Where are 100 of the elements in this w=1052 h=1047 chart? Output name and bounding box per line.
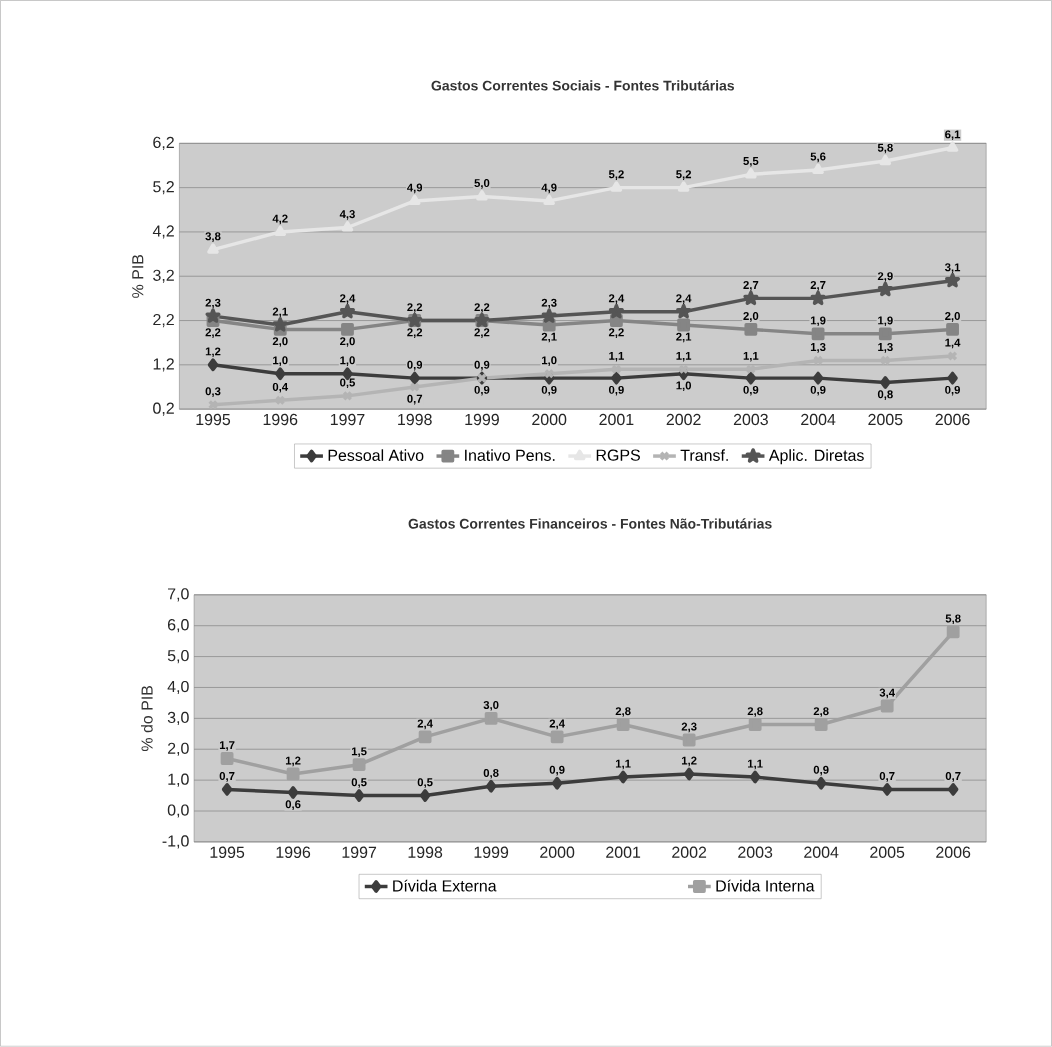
data-label: 2,1	[541, 332, 557, 343]
y-tick-label: 4,2	[152, 225, 174, 239]
data-label: 0,9	[474, 360, 490, 371]
y-tick-label: 3,0	[167, 711, 189, 726]
data-label: 2,3	[541, 298, 557, 309]
data-label: 0,9	[474, 386, 490, 396]
data-label: 3,4	[879, 688, 895, 699]
y-tick-label: 0,0	[167, 804, 189, 818]
x-tick-label: 2001	[599, 414, 634, 426]
y-tick-label: 5,2	[153, 181, 174, 195]
y-tick-label: 2,2	[153, 314, 174, 328]
data-label: 1,5	[351, 747, 367, 758]
data-label: 2,0	[945, 312, 960, 322]
y-tick-label: 7,0	[168, 588, 189, 602]
data-label: 0,6	[285, 800, 301, 811]
data-label: 0,7	[219, 772, 235, 782]
data-label: 1,1	[676, 352, 692, 362]
data-label: 1,0	[340, 356, 355, 367]
data-label: 3,8	[205, 232, 221, 243]
y-tick-label: -1,0	[162, 835, 189, 849]
x-tick-label: 2005	[868, 414, 903, 426]
y-axis-title: % do PIB	[141, 686, 153, 752]
data-label: 5,2	[676, 170, 692, 181]
x-tick-label: 1996	[263, 414, 298, 426]
data-label: 2,0	[743, 312, 759, 322]
data-label: 0,9	[608, 386, 624, 396]
x-tick-label: 1999	[465, 414, 499, 426]
data-label: 1,4	[945, 338, 961, 349]
x-tick-label: 2004	[804, 846, 839, 859]
legend-label: Inativo Pens.	[465, 449, 555, 462]
data-label: 3,1	[944, 263, 961, 274]
data-label: 0,9	[407, 360, 423, 371]
data-label: 4,3	[339, 210, 355, 220]
data-label: 5,8	[877, 143, 893, 154]
data-label: 5,8	[945, 614, 961, 625]
legend-label: Aplic. Diretas	[768, 449, 864, 465]
data-label: 1,2	[681, 756, 697, 767]
data-label: 0,4	[272, 383, 289, 393]
legend-label: RGPS	[596, 449, 640, 461]
x-tick-label: 2000	[540, 846, 575, 859]
data-label: 0,9	[541, 386, 557, 396]
data-label: 1,7	[219, 741, 235, 751]
data-label: 1,9	[878, 316, 893, 327]
data-label: 6,1	[945, 130, 961, 141]
data-label: 0,9	[945, 386, 960, 396]
x-tick-label: 1995	[196, 414, 231, 426]
x-tick-label: 2003	[733, 414, 768, 426]
data-label: 1,3	[878, 343, 893, 353]
data-label: 4,9	[407, 183, 423, 194]
x-tick-label: 1997	[330, 414, 365, 426]
data-label: 2,4	[676, 294, 692, 305]
data-label: 2,8	[615, 707, 631, 717]
data-label: 5,0	[474, 179, 490, 189]
x-tick-label: 2001	[606, 846, 641, 859]
data-label: 2,2	[608, 328, 624, 339]
data-label: 5,6	[810, 152, 826, 163]
data-label: 2,2	[407, 328, 423, 339]
legend-label: Pessoal Ativo	[328, 449, 424, 462]
x-tick-label: 1996	[276, 846, 311, 859]
data-label: 2,1	[676, 332, 692, 343]
x-tick-label: 2004	[801, 414, 836, 426]
data-label: 2,0	[272, 337, 288, 347]
data-label: 2,4	[549, 719, 565, 730]
data-label: 1,1	[747, 759, 763, 770]
data-label: 0,8	[877, 390, 893, 401]
data-label: 1,9	[810, 316, 826, 327]
y-tick-label: 1,0	[168, 773, 189, 787]
data-label: 2,3	[681, 722, 697, 733]
data-label: 0,5	[340, 378, 356, 389]
legend-label: Transf.	[680, 449, 728, 462]
y-tick-label: 5,0	[167, 650, 189, 664]
data-label: 1,2	[205, 347, 221, 358]
data-label: 2,8	[813, 707, 829, 717]
data-label: 0,9	[810, 386, 826, 396]
x-tick-label: 2003	[738, 846, 773, 859]
data-label: 1,1	[609, 352, 624, 362]
x-tick-label: 2006	[935, 414, 970, 426]
data-label: 1,0	[273, 356, 288, 367]
data-label: 2,0	[340, 337, 355, 347]
y-tick-label: 6,2	[153, 136, 174, 151]
data-label: 1,0	[542, 356, 557, 367]
data-label: 5,5	[743, 157, 759, 167]
x-tick-label: 1997	[342, 846, 377, 859]
data-label: 0,7	[879, 772, 895, 782]
data-label: 0,3	[205, 387, 221, 398]
x-tick-label: 2002	[666, 414, 701, 426]
y-tick-label: 2,0	[167, 742, 189, 757]
y-tick-label: 1,2	[153, 358, 174, 372]
data-label: 3,0	[483, 701, 499, 711]
data-label: 2,2	[407, 303, 423, 313]
data-label: 1,0	[676, 381, 692, 392]
data-label: 1,2	[285, 756, 301, 767]
data-label: 0,5	[417, 778, 433, 789]
data-label: 2,2	[474, 303, 490, 313]
y-tick-label: 3,2	[153, 269, 174, 284]
data-label: 2,7	[743, 281, 759, 291]
data-label: 0,9	[743, 386, 759, 396]
y-axis-title: % PIB	[132, 255, 144, 299]
legend-label: Dívida Externa	[393, 879, 497, 892]
data-label: 4,2	[272, 214, 288, 225]
